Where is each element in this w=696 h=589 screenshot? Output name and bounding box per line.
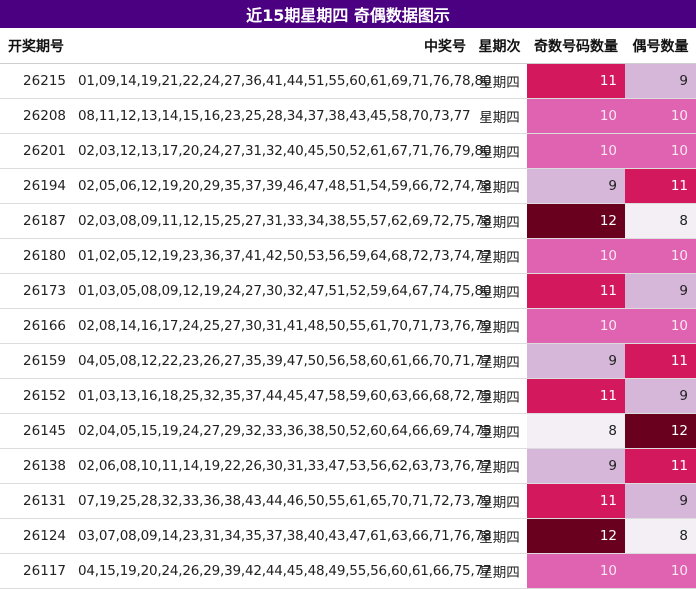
odd-count-cell: 9: [527, 168, 625, 204]
odd-count-cell: 10: [527, 553, 625, 589]
table-row: 26194 02,05,06,12,19,20,29,35,37,39,46,47…: [0, 168, 696, 204]
odd-count-cell: 9: [527, 343, 625, 379]
numbers-cell: 02,04,05,15,19,24,27,29,32,33,36,38,50,5…: [72, 413, 492, 449]
numbers-cell: 02,03,08,09,11,12,15,25,27,31,33,34,38,5…: [72, 203, 492, 239]
table-row: 26159 04,05,08,12,22,23,26,27,35,39,47,50…: [0, 343, 696, 379]
odd-count-cell: 11: [527, 63, 625, 99]
issue-cell: 26152: [0, 378, 72, 414]
table-row: 26152 01,03,13,16,18,25,32,35,37,44,45,47…: [0, 378, 696, 414]
table-row: 26215 01,09,14,19,21,22,24,27,36,41,44,51…: [0, 63, 696, 99]
weekday-cell: 星期四: [472, 203, 527, 239]
table-row: 26131 07,19,25,28,32,33,36,38,43,44,46,50…: [0, 483, 696, 519]
header-issue: 开奖期号: [0, 28, 72, 64]
table-row: 26201 02,03,12,13,17,20,24,27,31,32,40,45…: [0, 133, 696, 169]
table-row: 26138 02,06,08,10,11,14,19,22,26,30,31,33…: [0, 448, 696, 484]
page-title: 近15期星期四 奇偶数据图示: [0, 0, 696, 28]
table-row: 26117 04,15,19,20,24,26,29,39,42,44,45,48…: [0, 553, 696, 589]
weekday-cell: 星期四: [472, 133, 527, 169]
even-count-cell: 8: [625, 203, 696, 239]
header-numbers: 中奖号: [72, 28, 472, 64]
weekday-cell: 星期四: [472, 518, 527, 554]
numbers-cell: 02,06,08,10,11,14,19,22,26,30,31,33,47,5…: [72, 448, 492, 484]
even-count-cell: 9: [625, 63, 696, 99]
issue-cell: 26166: [0, 308, 72, 344]
issue-cell: 26173: [0, 273, 72, 309]
odd-count-cell: 12: [527, 203, 625, 239]
even-count-cell: 8: [625, 518, 696, 554]
weekday-cell: 星期四: [472, 448, 527, 484]
table-row: 26187 02,03,08,09,11,12,15,25,27,31,33,34…: [0, 203, 696, 239]
even-count-cell: 11: [625, 448, 696, 484]
table-row: 26208 08,11,12,13,14,15,16,23,25,28,34,37…: [0, 98, 696, 134]
issue-cell: 26187: [0, 203, 72, 239]
issue-cell: 26131: [0, 483, 72, 519]
header-row: 开奖期号 中奖号 星期次 奇数号码数量 偶号数量: [0, 28, 696, 64]
issue-cell: 26208: [0, 98, 72, 134]
even-count-cell: 12: [625, 413, 696, 449]
issue-cell: 26180: [0, 238, 72, 274]
issue-cell: 26215: [0, 63, 72, 99]
odd-count-cell: 11: [527, 378, 625, 414]
numbers-cell: 07,19,25,28,32,33,36,38,43,44,46,50,55,6…: [72, 483, 492, 519]
issue-cell: 26201: [0, 133, 72, 169]
issue-cell: 26124: [0, 518, 72, 554]
even-count-cell: 11: [625, 343, 696, 379]
numbers-cell: 02,03,12,13,17,20,24,27,31,32,40,45,50,5…: [72, 133, 492, 169]
issue-cell: 26138: [0, 448, 72, 484]
odd-count-cell: 10: [527, 238, 625, 274]
weekday-cell: 星期四: [472, 378, 527, 414]
numbers-cell: 02,08,14,16,17,24,25,27,30,31,41,48,50,5…: [72, 308, 492, 344]
even-count-cell: 9: [625, 273, 696, 309]
issue-cell: 26194: [0, 168, 72, 204]
header-weekday: 星期次: [472, 28, 527, 64]
weekday-cell: 星期四: [472, 98, 527, 134]
table-row: 26166 02,08,14,16,17,24,25,27,30,31,41,48…: [0, 308, 696, 344]
issue-cell: 26117: [0, 553, 72, 589]
weekday-cell: 星期四: [472, 168, 527, 204]
odd-count-cell: 9: [527, 448, 625, 484]
odd-count-cell: 11: [527, 273, 625, 309]
weekday-cell: 星期四: [472, 238, 527, 274]
header-even-count: 偶号数量: [625, 28, 696, 64]
issue-cell: 26145: [0, 413, 72, 449]
weekday-cell: 星期四: [472, 273, 527, 309]
weekday-cell: 星期四: [472, 308, 527, 344]
odd-even-table: 开奖期号 中奖号 星期次 奇数号码数量 偶号数量 26215 01,09,14,1…: [0, 28, 696, 589]
numbers-cell: 01,03,13,16,18,25,32,35,37,44,45,47,58,5…: [72, 378, 492, 414]
odd-count-cell: 12: [527, 518, 625, 554]
even-count-cell: 10: [625, 553, 696, 589]
weekday-cell: 星期四: [472, 63, 527, 99]
even-count-cell: 11: [625, 168, 696, 204]
numbers-cell: 08,11,12,13,14,15,16,23,25,28,34,37,38,4…: [72, 98, 472, 134]
weekday-cell: 星期四: [472, 553, 527, 589]
table-row: 26180 01,02,05,12,19,23,36,37,41,42,50,53…: [0, 238, 696, 274]
odd-count-cell: 8: [527, 413, 625, 449]
numbers-cell: 01,09,14,19,21,22,24,27,36,41,44,51,55,6…: [72, 63, 492, 99]
table-row: 26145 02,04,05,15,19,24,27,29,32,33,36,38…: [0, 413, 696, 449]
numbers-cell: 04,15,19,20,24,26,29,39,42,44,45,48,49,5…: [72, 553, 492, 589]
weekday-cell: 星期四: [472, 413, 527, 449]
even-count-cell: 10: [625, 308, 696, 344]
odd-count-cell: 10: [527, 308, 625, 344]
odd-count-cell: 10: [527, 98, 625, 134]
header-odd-count: 奇数号码数量: [527, 28, 625, 64]
even-count-cell: 9: [625, 483, 696, 519]
even-count-cell: 10: [625, 98, 696, 134]
even-count-cell: 9: [625, 378, 696, 414]
weekday-cell: 星期四: [472, 483, 527, 519]
odd-count-cell: 11: [527, 483, 625, 519]
numbers-cell: 03,07,08,09,14,23,31,34,35,37,38,40,43,4…: [72, 518, 492, 554]
issue-cell: 26159: [0, 343, 72, 379]
even-count-cell: 10: [625, 133, 696, 169]
even-count-cell: 10: [625, 238, 696, 274]
table-row: 26173 01,03,05,08,09,12,19,24,27,30,32,47…: [0, 273, 696, 309]
odd-count-cell: 10: [527, 133, 625, 169]
numbers-cell: 04,05,08,12,22,23,26,27,35,39,47,50,56,5…: [72, 343, 492, 379]
numbers-cell: 01,02,05,12,19,23,36,37,41,42,50,53,56,5…: [72, 238, 492, 274]
numbers-cell: 01,03,05,08,09,12,19,24,27,30,32,47,51,5…: [72, 273, 492, 309]
numbers-cell: 02,05,06,12,19,20,29,35,37,39,46,47,48,5…: [72, 168, 492, 204]
table-row: 26124 03,07,08,09,14,23,31,34,35,37,38,40…: [0, 518, 696, 554]
weekday-cell: 星期四: [472, 343, 527, 379]
